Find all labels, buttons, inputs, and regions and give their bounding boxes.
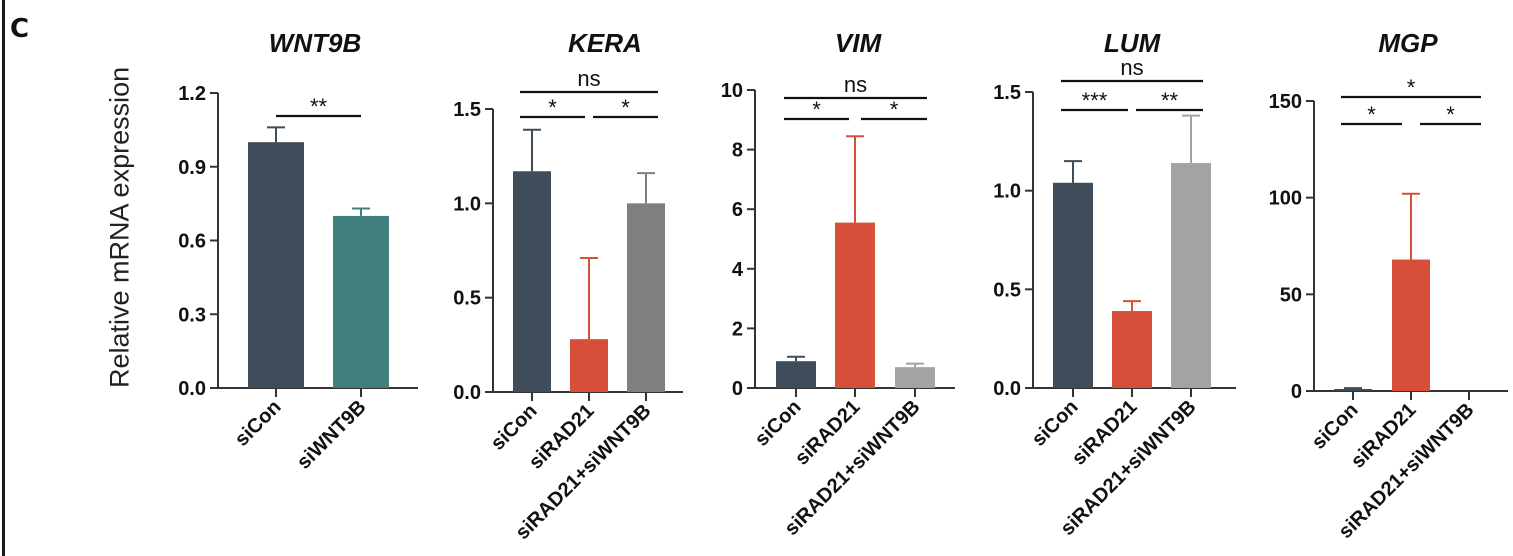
- y-tick-label: 1.5: [453, 99, 481, 121]
- y-tick-label: 6: [732, 199, 743, 221]
- significance-label: *: [890, 97, 899, 122]
- y-tick-label: 1.5: [993, 82, 1021, 104]
- y-tick-label: 100: [1269, 188, 1302, 210]
- bar-sirad21: [570, 339, 608, 392]
- y-tick-label: 0.5: [993, 279, 1021, 301]
- significance-label: **: [310, 94, 328, 119]
- y-tick-label: 2: [732, 318, 743, 340]
- x-tick-label: siCon: [487, 400, 542, 455]
- y-tick-label: 8: [732, 140, 743, 162]
- significance-label: *: [812, 97, 821, 122]
- x-tick-label: siCon: [231, 396, 286, 451]
- bar-sirad21: [835, 222, 875, 388]
- significance-label: *: [548, 95, 557, 120]
- chart-panel-kera: KERA0.00.51.01.5siConsiRAD21siRAD21+siWN…: [453, 28, 683, 544]
- y-tick-label: 0.0: [178, 378, 206, 400]
- significance-label: *: [1367, 102, 1376, 127]
- significance-label: ns: [844, 72, 867, 97]
- y-tick-label: 0: [1291, 381, 1302, 403]
- chart-title: LUM: [1104, 28, 1162, 58]
- y-tick-label: 50: [1280, 284, 1302, 306]
- chart-title: KERA: [568, 28, 642, 58]
- significance-label: ns: [1120, 55, 1143, 80]
- significance-label: ns: [577, 66, 600, 91]
- y-tick-label: 4: [732, 259, 744, 281]
- bar-sicon: [248, 142, 304, 388]
- y-tick-label: 0.3: [178, 304, 206, 326]
- x-tick-label: siCon: [751, 396, 806, 451]
- significance-label: *: [621, 95, 630, 120]
- chart-title: MGP: [1378, 28, 1438, 58]
- bar-sirad21: [1112, 311, 1152, 388]
- y-tick-label: 0.9: [178, 157, 206, 179]
- y-tick-label: 1.2: [178, 83, 206, 105]
- bar-sirad21-siwnt9b: [895, 367, 935, 388]
- x-tick-label: siCon: [1308, 399, 1363, 454]
- bar-sirad21-siwnt9b: [627, 203, 665, 392]
- x-tick-label: siCon: [1028, 396, 1083, 451]
- chart-panel-wnt9b: WNT9B 0.0 0.3 0.6 0.9 1.2 siCon siWNT9B **: [178, 28, 418, 474]
- y-tick-label: 10: [721, 80, 743, 102]
- bar-sicon: [1334, 389, 1372, 391]
- chart-title: WNT9B: [269, 28, 361, 58]
- significance-label: *: [1407, 75, 1416, 100]
- chart-panel-lum: LUM0.00.51.01.5siConsiRAD21siRAD21+siWNT…: [993, 28, 1236, 540]
- x-tick-label: siWNT9B: [293, 396, 371, 474]
- bar-sicon: [1053, 182, 1093, 388]
- chart-panel-mgp: MGP050100150siConsiRAD21siRAD21+siWNT9B*…: [1269, 28, 1508, 543]
- bar-sicon: [513, 171, 551, 392]
- y-tick-label: 1.0: [453, 193, 481, 215]
- left-border-line: [2, 0, 5, 556]
- bar-sirad21: [1392, 259, 1430, 391]
- significance-label: ***: [1082, 88, 1108, 113]
- significance-label: **: [1161, 88, 1179, 113]
- bar-siwnt9b: [333, 215, 389, 388]
- y-tick-label: 1.0: [993, 181, 1021, 203]
- bar-sicon: [776, 361, 816, 388]
- chart-panel-vim: VIM0246810siConsiRAD21siRAD21+siWNT9Bns*…: [721, 28, 955, 540]
- panel-letter: C: [10, 14, 30, 44]
- y-tick-label: 150: [1269, 91, 1302, 113]
- y-tick-label: 0.0: [453, 382, 481, 404]
- bar-sirad21-siwnt9b: [1171, 163, 1211, 388]
- chart-title: VIM: [835, 28, 883, 58]
- significance-label: *: [1446, 102, 1455, 127]
- y-tick-label: 0: [732, 378, 743, 400]
- y-tick-label: 0.6: [178, 231, 206, 253]
- y-tick-label: 0.0: [993, 378, 1021, 400]
- y-tick-label: 0.5: [453, 288, 481, 310]
